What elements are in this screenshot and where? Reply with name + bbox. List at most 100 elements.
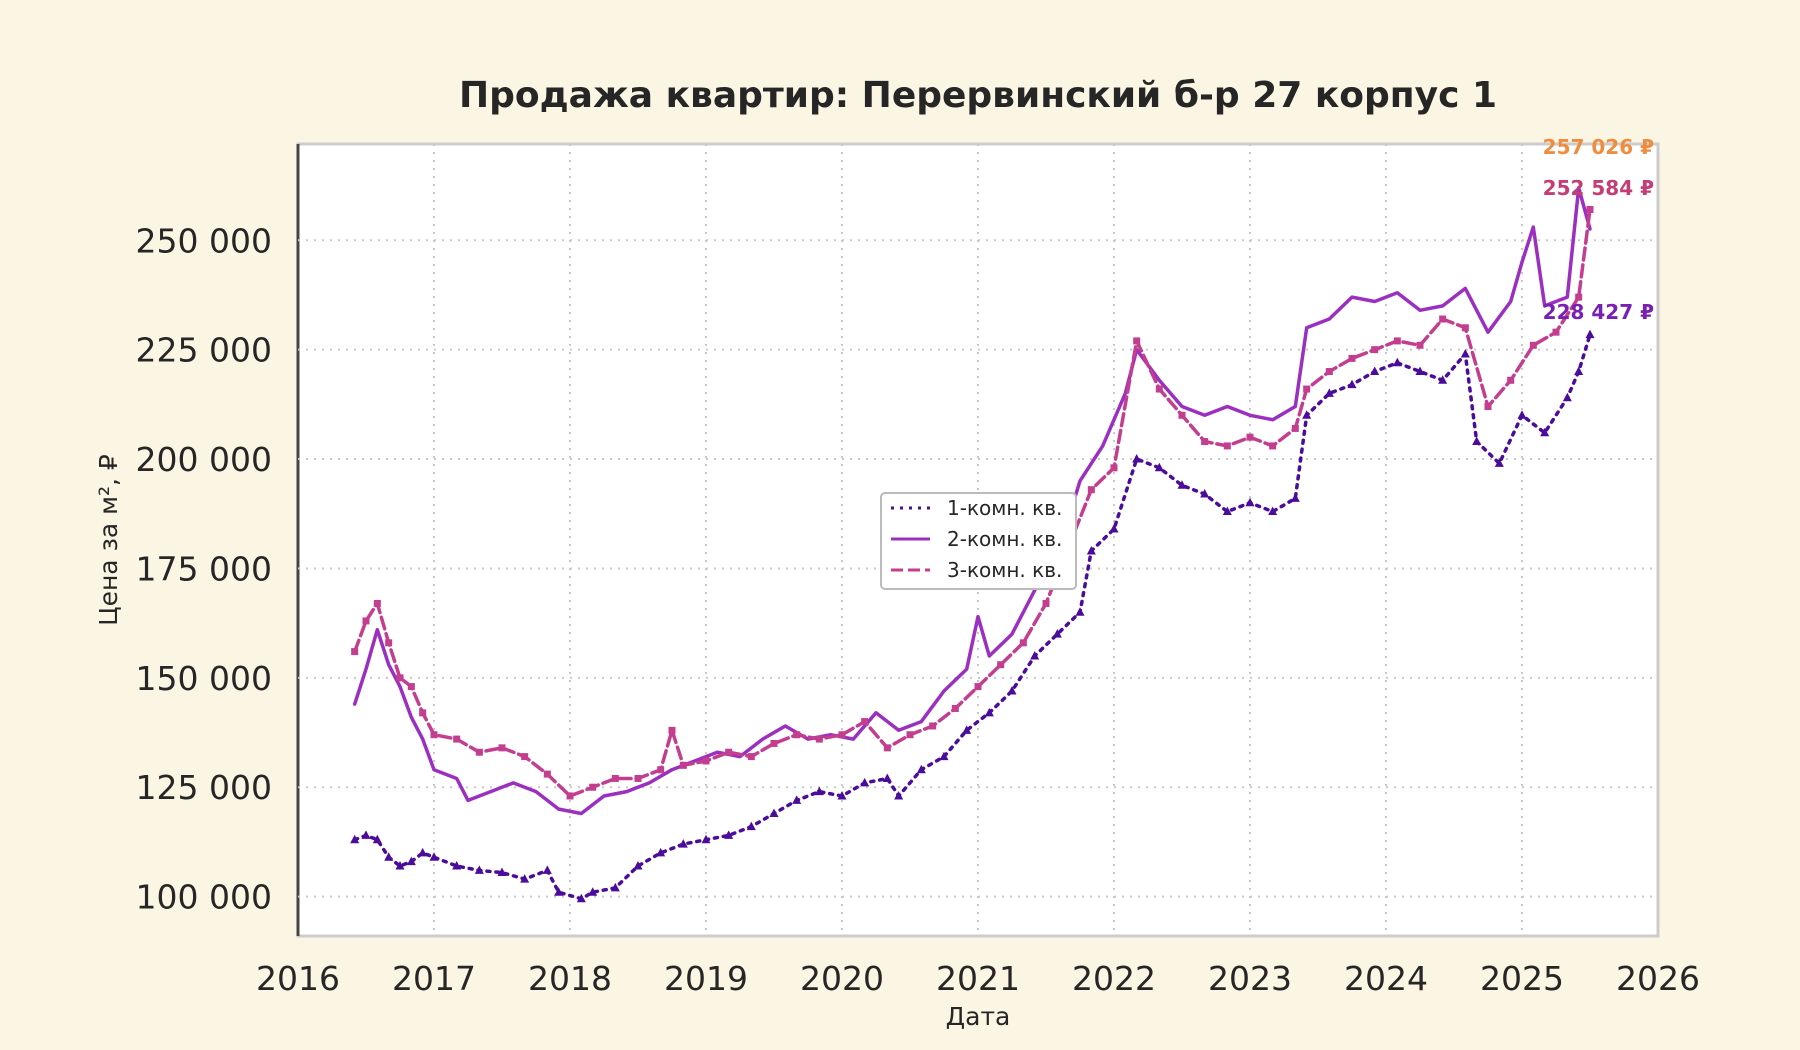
data-point <box>406 856 416 866</box>
data-point <box>701 834 711 844</box>
data-point <box>962 725 972 734</box>
data-point <box>1371 346 1379 354</box>
data-point <box>475 748 483 756</box>
data-point <box>815 735 823 743</box>
data-point <box>576 893 586 903</box>
data-point <box>588 887 598 896</box>
data-point <box>350 834 360 844</box>
data-point <box>1177 480 1187 489</box>
data-point <box>1303 385 1311 393</box>
data-point <box>1439 315 1447 323</box>
data-point <box>453 735 461 743</box>
data-point <box>974 683 982 691</box>
data-point <box>861 718 869 726</box>
x-tick-label: 2019 <box>664 959 748 998</box>
data-point <box>678 839 688 848</box>
data-point <box>894 790 904 800</box>
data-point <box>1484 403 1492 411</box>
data-point <box>1370 366 1380 376</box>
data-point <box>929 722 937 730</box>
data-point <box>1268 506 1278 516</box>
legend-label-1room: 1-комн. кв. <box>947 496 1062 520</box>
data-point <box>543 770 551 778</box>
data-point <box>610 882 620 892</box>
data-point <box>407 683 415 691</box>
data-point <box>373 599 381 607</box>
data-point <box>997 661 1005 669</box>
data-point <box>1290 493 1300 502</box>
data-point <box>770 739 778 747</box>
data-point <box>521 753 529 761</box>
data-point <box>1494 458 1504 467</box>
data-point <box>474 865 484 874</box>
data-point <box>1529 341 1537 349</box>
data-point <box>1415 366 1425 376</box>
data-point <box>361 830 371 839</box>
y-axis-label: Цена за м², ₽ <box>94 454 123 626</box>
data-point <box>1416 341 1424 349</box>
data-point <box>395 860 405 870</box>
series-3-group <box>351 206 1594 800</box>
data-point <box>1540 427 1550 437</box>
data-point <box>1246 433 1254 441</box>
data-point <box>1110 464 1118 472</box>
data-point <box>1200 489 1210 498</box>
data-point <box>939 751 949 761</box>
data-point <box>916 764 926 774</box>
data-point <box>657 766 665 774</box>
data-point <box>1155 385 1163 393</box>
series-line-2 <box>352 186 1592 816</box>
end-label-3room: 257 026 ₽ <box>1543 135 1654 159</box>
data-point <box>634 774 642 782</box>
data-point <box>906 731 914 739</box>
end-labels: 257 026 ₽ 252 584 ₽ 228 427 ₽ <box>1543 135 1654 324</box>
data-point <box>1460 349 1470 358</box>
data-point <box>1086 545 1096 555</box>
data-point <box>724 830 734 839</box>
data-point <box>385 639 393 647</box>
data-point <box>1269 442 1277 450</box>
series-2-group <box>352 186 1592 816</box>
data-point <box>746 821 756 831</box>
data-point <box>1438 375 1448 384</box>
y-tick-label: 250 000 <box>136 221 272 260</box>
series-1-group <box>350 329 1595 903</box>
data-point <box>1586 206 1594 214</box>
data-point <box>566 792 574 800</box>
data-point <box>419 709 427 717</box>
data-point <box>1507 376 1515 384</box>
data-point <box>1109 524 1119 533</box>
data-point <box>1324 388 1334 397</box>
data-point <box>1393 337 1401 345</box>
data-point <box>792 795 802 804</box>
y-tick-label: 125 000 <box>136 768 272 807</box>
data-point <box>1052 629 1062 638</box>
legend-label-3room: 3-комн. кв. <box>947 558 1062 582</box>
data-point <box>554 887 564 896</box>
data-point <box>418 847 428 857</box>
y-tick-label: 175 000 <box>136 549 272 588</box>
data-point <box>429 852 439 861</box>
data-point <box>430 731 438 739</box>
x-tick-label: 2023 <box>1208 959 1292 998</box>
data-point <box>1517 410 1527 419</box>
data-point <box>793 731 801 739</box>
data-point <box>1392 357 1402 367</box>
data-point <box>1585 329 1595 339</box>
data-point <box>656 847 666 857</box>
legend-label-2room: 2-комн. кв. <box>947 527 1062 551</box>
data-point <box>1007 685 1017 695</box>
tick-labels: 2016 2017 2018 2019 2020 2021 2022 2023 2024 2025… <box>136 221 1700 998</box>
data-point <box>837 790 847 800</box>
data-point <box>769 808 779 817</box>
data-point <box>1302 410 1312 419</box>
x-tick-label: 2020 <box>800 959 884 998</box>
data-point <box>611 774 619 782</box>
x-tick-label: 2024 <box>1344 959 1428 998</box>
data-point <box>679 761 687 769</box>
data-point <box>1201 438 1209 446</box>
data-point <box>860 777 870 787</box>
data-point <box>1291 424 1299 432</box>
end-label-2room: 252 584 ₽ <box>1543 176 1654 200</box>
